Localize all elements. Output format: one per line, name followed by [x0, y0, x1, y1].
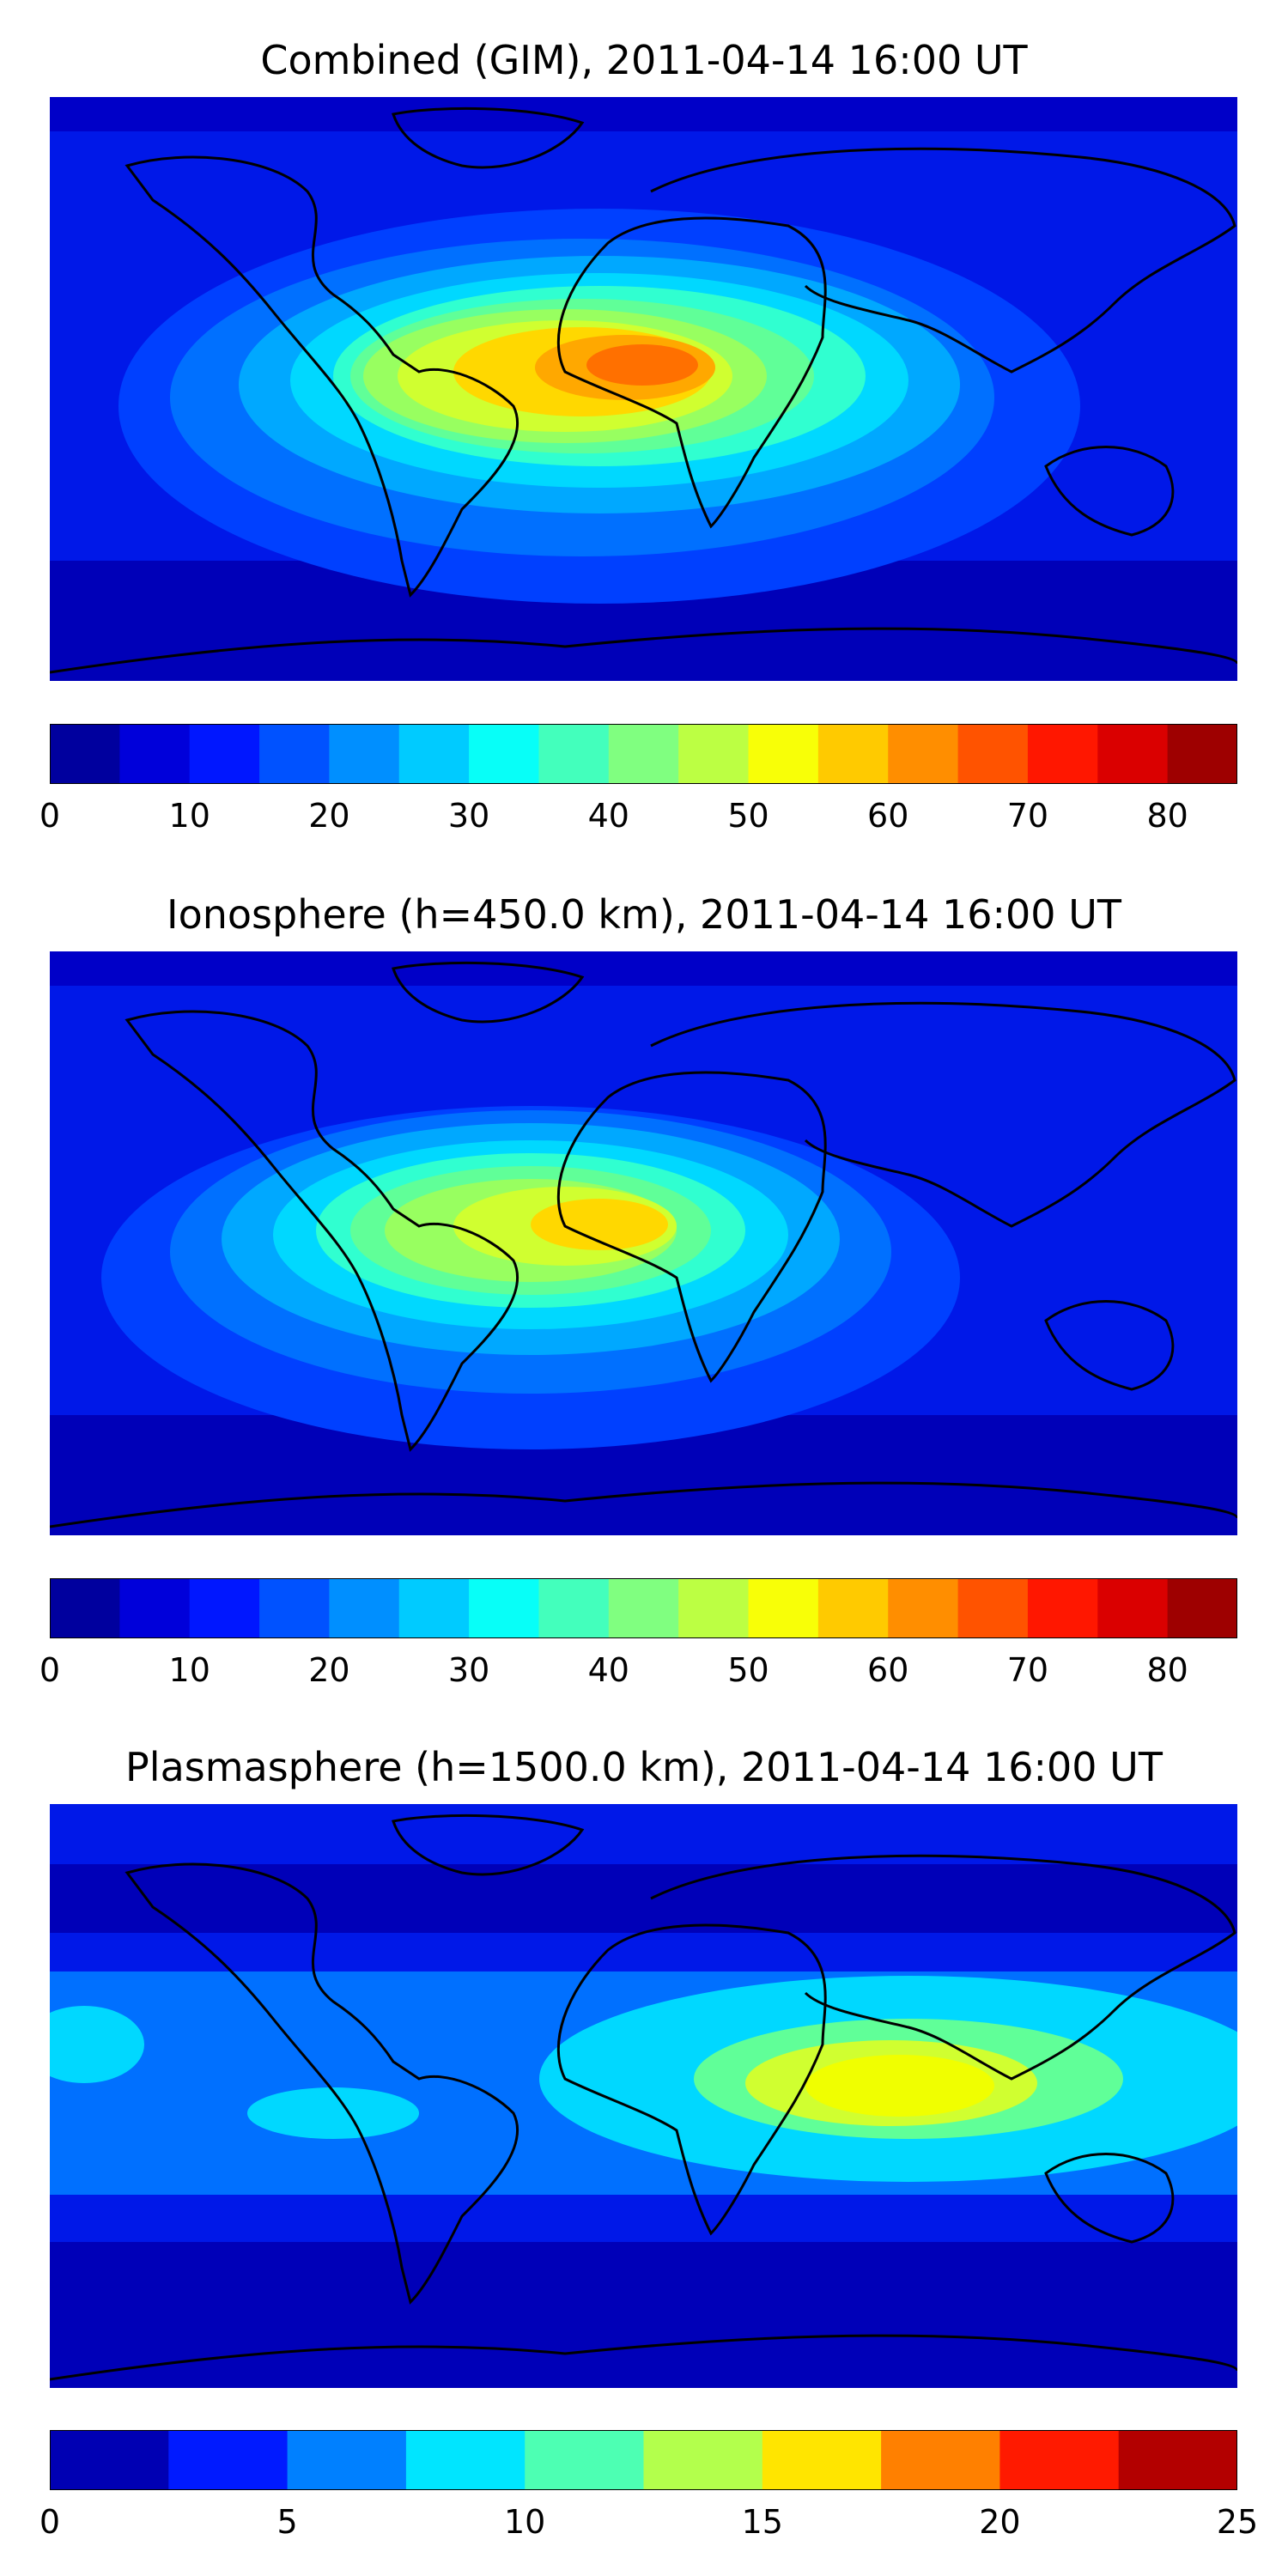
colorbar-swatch [762, 2430, 882, 2490]
colorbar-swatch [405, 2430, 526, 2490]
colorbar-tick-label: 60 [867, 797, 909, 835]
colorbar-swatch [189, 724, 260, 784]
colorbar-swatch [1027, 724, 1098, 784]
colorbar-tick-label: 80 [1146, 1651, 1188, 1689]
colorbar-swatch [608, 1578, 679, 1638]
colorbar-swatch [259, 724, 331, 784]
colorbar-swatch [678, 1578, 750, 1638]
colorbar [50, 1578, 1237, 1638]
colorbar-tick-label: 0 [39, 2503, 61, 2541]
colorbar-swatch [881, 2430, 1000, 2490]
colorbar-swatch [398, 1578, 470, 1638]
colorbar-tick-label: 30 [447, 797, 490, 835]
colorbar-swatch [168, 2430, 289, 2490]
tec-map-ionosphere [50, 951, 1237, 1535]
colorbar-tick-label: 0 [39, 1651, 61, 1689]
contour-band [805, 2055, 994, 2117]
colorbar-swatch [748, 1578, 819, 1638]
colorbar-swatch [398, 724, 470, 784]
colorbar-tick-label: 70 [1006, 1651, 1049, 1689]
colorbar-tick-label: 10 [168, 797, 210, 835]
colorbar-tick-label: 40 [587, 797, 629, 835]
colorbar-swatches [50, 2430, 1237, 2490]
contour-band [50, 2006, 144, 2083]
panel-title: Plasmasphere (h=1500.0 km), 2011-04-14 1… [125, 1744, 1163, 1790]
coastlines [50, 106, 1237, 674]
colorbar-swatch [329, 724, 400, 784]
colorbar-swatches [50, 724, 1237, 784]
colorbar [50, 2430, 1237, 2490]
contour-band [247, 2087, 419, 2139]
contour-band [50, 951, 1237, 986]
contour-band [50, 97, 1237, 131]
colorbar-ticks: 0 5 10 15 20 25 [39, 2503, 1258, 2555]
panel-title: Ionosphere (h=450.0 km), 2011-04-14 16:0… [167, 891, 1121, 938]
contour-band [50, 1804, 1237, 1864]
colorbar-swatch [888, 1578, 959, 1638]
colorbar-swatch [888, 724, 959, 784]
colorbar-swatch [469, 1578, 540, 1638]
contour-band [531, 1199, 668, 1250]
colorbar-tick-label: 50 [727, 797, 769, 835]
colorbar-swatch [608, 724, 679, 784]
colorbar-swatch [1167, 1578, 1237, 1638]
colorbar [50, 724, 1237, 784]
colorbar-swatch [538, 1578, 610, 1638]
colorbar-swatch [643, 2430, 763, 2490]
colorbar-tick-label: 10 [504, 2503, 546, 2541]
colorbar-tick-label: 20 [308, 1651, 350, 1689]
colorbar-swatch [957, 724, 1029, 784]
colorbar-tick-label: 80 [1146, 797, 1188, 835]
contour-band [586, 344, 698, 386]
colorbar-swatch [50, 724, 120, 784]
colorbar-swatch [817, 1578, 889, 1638]
colorbar-tick-label: 70 [1006, 797, 1049, 835]
colorbar-swatch [189, 1578, 260, 1638]
colorbar-tick-label: 0 [39, 797, 61, 835]
colorbar-swatch [1027, 1578, 1098, 1638]
colorbar-tick-label: 20 [979, 2503, 1021, 2541]
colorbar-tick-label: 40 [587, 1651, 629, 1689]
colorbar-swatch [1097, 1578, 1169, 1638]
colorbar-tick-label: 5 [276, 2503, 298, 2541]
colorbar-swatch [119, 724, 191, 784]
colorbar-swatch [678, 724, 750, 784]
colorbar-swatch [999, 2430, 1120, 2490]
colorbar-tick-label: 25 [1216, 2503, 1259, 2541]
colorbar-swatch [329, 1578, 400, 1638]
colorbar-swatch [119, 1578, 191, 1638]
colorbar-swatch [1167, 724, 1237, 784]
colorbar-swatch [525, 2430, 645, 2490]
colorbar-swatch [748, 724, 819, 784]
colorbar-swatch [50, 2430, 169, 2490]
colorbar-swatch [538, 724, 610, 784]
colorbar-tick-label: 30 [447, 1651, 490, 1689]
colorbar-swatch [957, 1578, 1029, 1638]
colorbar-ticks: 0 10 20 30 40 50 60 70 80 [39, 797, 1237, 848]
tec-map-combined [50, 97, 1237, 681]
colorbar-swatch [287, 2430, 407, 2490]
coastlines [50, 1814, 1237, 2381]
colorbar-ticks: 0 10 20 30 40 50 60 70 80 [39, 1651, 1237, 1703]
colorbar-swatch [1118, 2430, 1237, 2490]
coastlines [50, 961, 1237, 1528]
colorbar-swatch [259, 1578, 331, 1638]
colorbar-swatches [50, 1578, 1237, 1638]
colorbar-swatch [469, 724, 540, 784]
colorbar-tick-label: 10 [168, 1651, 210, 1689]
colorbar-tick-label: 60 [867, 1651, 909, 1689]
tec-map-plasmasphere [50, 1804, 1237, 2388]
colorbar-tick-label: 15 [741, 2503, 783, 2541]
colorbar-tick-label: 20 [308, 797, 350, 835]
colorbar-swatch [1097, 724, 1169, 784]
colorbar-tick-label: 50 [727, 1651, 769, 1689]
colorbar-swatch [817, 724, 889, 784]
colorbar-swatch [50, 1578, 120, 1638]
panel-title: Combined (GIM), 2011-04-14 16:00 UT [260, 37, 1028, 83]
